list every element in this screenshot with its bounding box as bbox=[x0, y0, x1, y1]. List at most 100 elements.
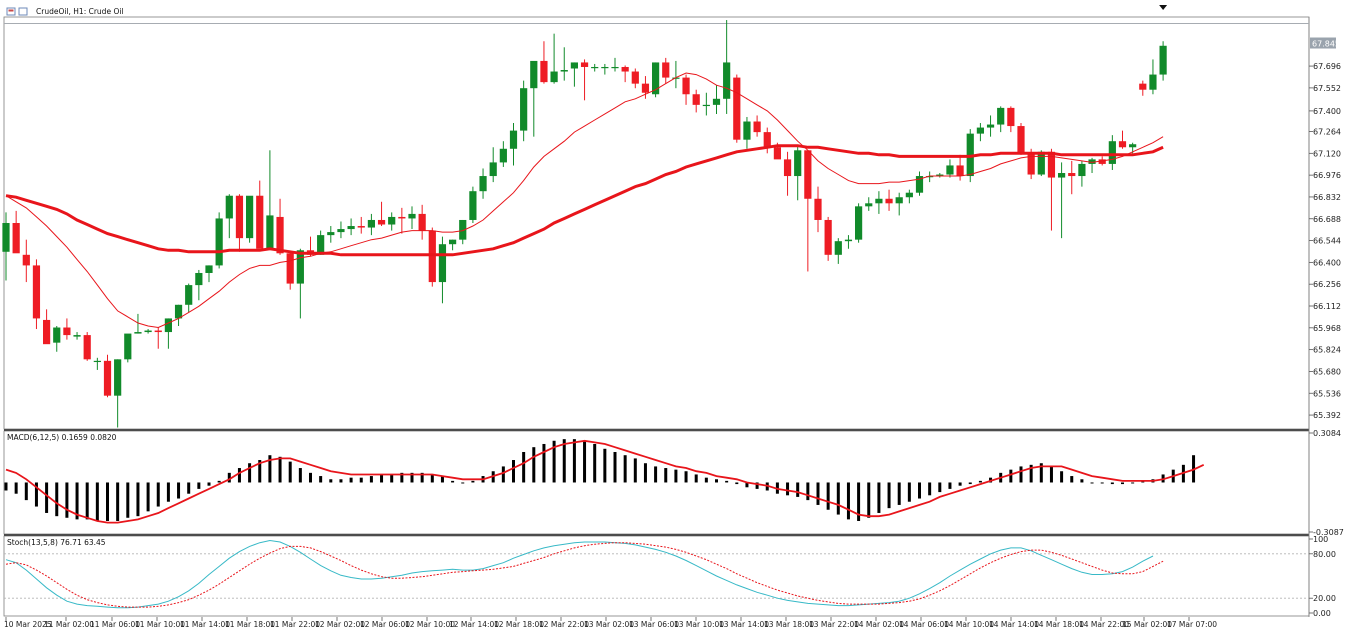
bearish-candle bbox=[1027, 153, 1035, 175]
macd-histogram-bar bbox=[390, 474, 394, 483]
macd-histogram-bar bbox=[816, 482, 820, 505]
bullish-candle bbox=[550, 71, 558, 83]
macd-histogram-bar bbox=[572, 439, 576, 483]
macd-histogram-bar bbox=[55, 482, 59, 517]
time-tick-label: 11 Mar 06:00 bbox=[90, 620, 140, 629]
macd-histogram-bar bbox=[1110, 482, 1114, 485]
bullish-candle bbox=[205, 265, 213, 273]
slow-moving-average-line bbox=[5, 144, 1164, 257]
bullish-candle bbox=[895, 197, 903, 204]
macd-histogram-bar bbox=[796, 482, 800, 497]
time-tick-label: 12 Mar 06:00 bbox=[360, 620, 410, 629]
price-tick-label: 65.392 bbox=[1313, 411, 1341, 420]
bearish-candle bbox=[763, 132, 771, 148]
macd-histogram-bar bbox=[177, 482, 181, 499]
chart-header: CrudeOil, H1: Crude Oil bbox=[6, 7, 124, 16]
bearish-candle bbox=[83, 335, 91, 360]
bullish-candle bbox=[53, 327, 61, 343]
time-tick-label: 12 Mar 18:00 bbox=[494, 620, 544, 629]
macd-histogram-bar bbox=[339, 479, 343, 483]
macd-histogram-bar bbox=[106, 482, 109, 521]
macd-histogram-bar bbox=[329, 479, 333, 483]
time-tick-label: 17 Mar 07:00 bbox=[1167, 620, 1217, 629]
bullish-candle bbox=[591, 66, 599, 69]
macd-histogram-bar bbox=[826, 482, 830, 510]
bullish-candle bbox=[225, 195, 233, 219]
stoch-panel[interactable] bbox=[3, 535, 1310, 617]
macd-histogram-bar bbox=[227, 472, 231, 483]
bullish-candle bbox=[246, 195, 254, 239]
time-tick-label: 13 Mar 14:00 bbox=[719, 620, 769, 629]
macd-tick-label: 0.3084 bbox=[1313, 429, 1341, 438]
time-tick-label: 10 Mar 2025 bbox=[4, 620, 52, 629]
macd-histogram-bar bbox=[755, 482, 759, 489]
bullish-candle bbox=[560, 70, 568, 72]
chart-window-icon-2[interactable] bbox=[18, 7, 28, 16]
bearish-candle bbox=[1118, 141, 1127, 148]
bearish-candle bbox=[1047, 151, 1056, 178]
stoch-signal-line bbox=[5, 542, 1164, 608]
macd-histogram-bar bbox=[958, 482, 962, 486]
bullish-candle bbox=[164, 318, 172, 333]
bearish-candle bbox=[418, 213, 426, 231]
price-tick-label: 65.680 bbox=[1313, 367, 1341, 376]
bullish-candle bbox=[723, 62, 731, 99]
bearish-candle bbox=[63, 327, 71, 336]
macd-histogram-bar bbox=[786, 482, 790, 496]
bullish-candle bbox=[926, 176, 934, 178]
macd-histogram-bar bbox=[440, 476, 444, 483]
bullish-candle bbox=[459, 219, 467, 240]
bullish-candle bbox=[509, 130, 518, 149]
macd-histogram-bar bbox=[268, 455, 272, 483]
macd-histogram-bar bbox=[552, 440, 556, 483]
macd-histogram-bar bbox=[877, 482, 881, 513]
bearish-candle bbox=[256, 195, 264, 249]
macd-histogram-bar bbox=[1060, 471, 1064, 483]
macd-histogram-bar bbox=[715, 479, 718, 483]
bullish-candle bbox=[976, 127, 984, 134]
bullish-candle bbox=[936, 174, 944, 177]
macd-histogram-bar bbox=[907, 482, 911, 502]
bullish-candle bbox=[1159, 45, 1167, 75]
price-tick-label: 66.544 bbox=[1313, 237, 1341, 246]
macd-histogram-bar bbox=[562, 439, 566, 483]
bullish-candle bbox=[946, 165, 954, 175]
price-tick-label: 66.256 bbox=[1313, 280, 1341, 289]
macd-histogram-bar bbox=[1029, 464, 1033, 483]
macd-histogram-bar bbox=[887, 482, 891, 509]
bearish-candle bbox=[357, 226, 365, 228]
macd-histogram-bar bbox=[156, 482, 160, 507]
bearish-candle bbox=[662, 62, 670, 78]
bearish-candle bbox=[276, 216, 284, 254]
time-tick-label: 11 Mar 10:00 bbox=[135, 620, 185, 629]
macd-histogram-bar bbox=[24, 482, 28, 501]
macd-histogram-bar bbox=[684, 471, 688, 483]
macd-histogram-bar bbox=[968, 482, 972, 485]
macd-histogram-bar bbox=[928, 482, 932, 496]
time-tick-label: 14 Mar 18:00 bbox=[1034, 620, 1084, 629]
macd-histogram-bar bbox=[654, 466, 658, 483]
macd-histogram-bar bbox=[14, 482, 18, 494]
bullish-candle bbox=[499, 148, 507, 163]
bearish-candle bbox=[398, 216, 406, 219]
bullish-candle bbox=[672, 77, 680, 79]
macd-histogram-bar bbox=[857, 482, 861, 521]
bullish-candle bbox=[1088, 159, 1096, 164]
macd-histogram-bar bbox=[319, 476, 323, 483]
bullish-candle bbox=[1129, 144, 1137, 148]
macd-histogram-bar bbox=[1049, 466, 1053, 483]
current-price-tag bbox=[1310, 37, 1336, 49]
macd-histogram-bar bbox=[948, 482, 952, 489]
bullish-candle bbox=[388, 216, 396, 225]
bullish-candle bbox=[438, 244, 447, 283]
bullish-candle bbox=[347, 226, 355, 230]
bearish-candle bbox=[783, 159, 792, 177]
macd-histogram-bar bbox=[522, 451, 526, 483]
price-tick-label: 66.112 bbox=[1313, 302, 1341, 311]
bearish-candle bbox=[824, 219, 832, 255]
bullish-candle bbox=[570, 62, 578, 69]
time-tick-label: 14 Mar 02:00 bbox=[854, 620, 904, 629]
macd-histogram-bar bbox=[918, 482, 921, 499]
